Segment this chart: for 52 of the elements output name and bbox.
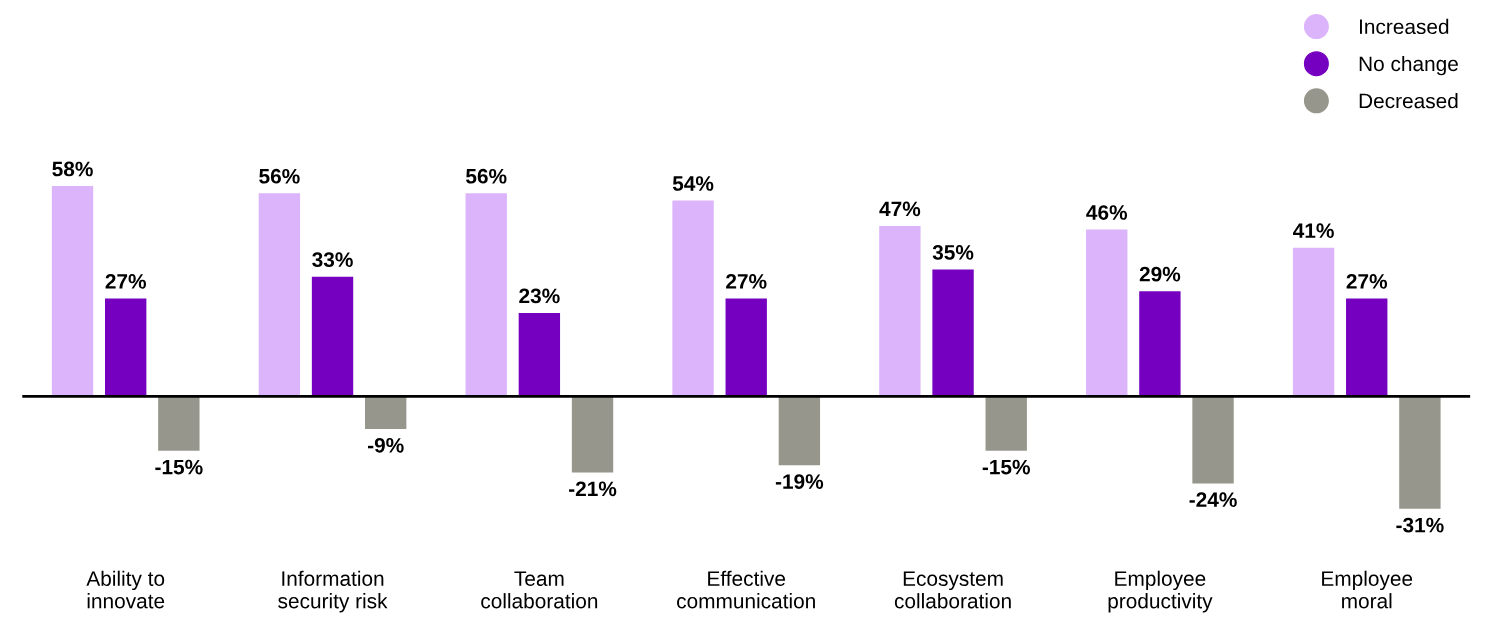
- legend-label: No change: [1359, 55, 1458, 76]
- x-tick-label: Ability to innovate: [86, 570, 165, 609]
- bar: [465, 193, 507, 397]
- data-label: -15%: [155, 459, 203, 475]
- legend-label: Decreased: [1359, 93, 1458, 109]
- data-label: 46%: [1086, 205, 1128, 220]
- data-label: -21%: [569, 481, 617, 497]
- data-label: -31%: [1396, 517, 1444, 533]
- x-tick-label: Ecosystem collaboration: [894, 571, 1011, 609]
- bar: [1346, 298, 1388, 397]
- x-tick-label: Employee moral: [1322, 570, 1413, 609]
- bar: [985, 396, 1027, 451]
- bar: [725, 298, 767, 397]
- data-label: 54%: [672, 176, 714, 191]
- data-label: 47%: [879, 201, 921, 217]
- bar: [571, 396, 614, 473]
- bar: [518, 312, 561, 397]
- data-label: 35%: [932, 245, 974, 260]
- legend-label: Increased: [1359, 18, 1449, 35]
- data-label: 58%: [52, 161, 93, 177]
- data-label: -19%: [775, 474, 824, 489]
- bar: [258, 193, 301, 397]
- data-label: 29%: [1139, 266, 1181, 282]
- x-tick-label: Employee productivity: [1108, 570, 1213, 613]
- data-label: 56%: [466, 168, 507, 184]
- bar: [1139, 291, 1181, 397]
- data-label: -24%: [1189, 492, 1237, 508]
- bar: [311, 276, 354, 397]
- bar: [879, 225, 921, 397]
- bar: [778, 396, 821, 466]
- x-tick-label: Effective communication: [677, 570, 815, 609]
- x-tick-label: Team collaboration: [481, 571, 598, 609]
- data-label: 27%: [105, 274, 146, 289]
- bar: [105, 298, 147, 397]
- bar: [932, 269, 974, 397]
- bar: [1399, 396, 1441, 509]
- bar: [1292, 247, 1335, 397]
- data-label: 33%: [312, 252, 353, 268]
- bar: [1086, 229, 1128, 397]
- bar: [365, 396, 407, 430]
- bar: [1192, 396, 1234, 484]
- bar: [51, 186, 94, 397]
- data-label: 56%: [259, 168, 300, 184]
- x-tick-label: Information security risk: [278, 570, 388, 613]
- data-label: 27%: [726, 274, 767, 289]
- data-label: -15%: [982, 459, 1030, 475]
- data-label: 41%: [1293, 223, 1334, 238]
- bar: [158, 396, 200, 451]
- data-label: 27%: [1346, 274, 1388, 289]
- data-label: 23%: [519, 288, 560, 304]
- data-label: -9%: [367, 437, 404, 453]
- bar: [672, 200, 714, 397]
